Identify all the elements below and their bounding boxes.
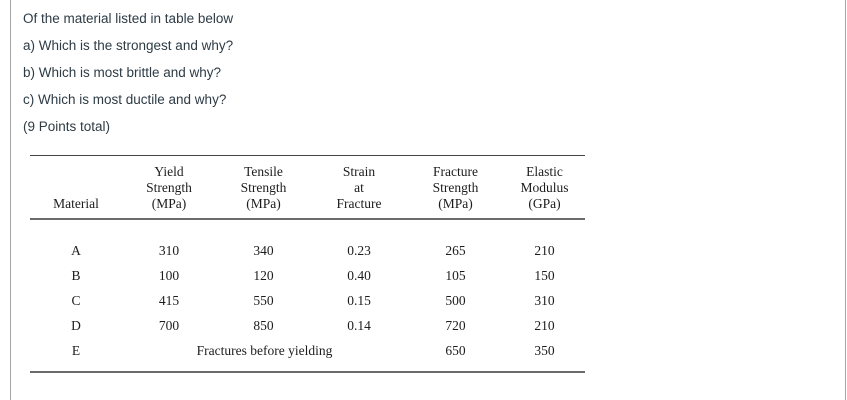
question-part-a: a) Which is the strongest and why?: [23, 38, 234, 53]
question-points: (9 Points total): [23, 119, 111, 134]
cell-yield: 310: [158, 242, 180, 258]
cell-fracture: 265: [445, 242, 466, 258]
header-line: Strength: [240, 179, 287, 195]
header-fracture-strength: Fracture Strength (MPa): [407, 155, 504, 220]
table-header-row: Material Yield Strength (MPa) Tensile St…: [30, 155, 585, 220]
cell-modulus: 210: [534, 317, 555, 333]
header-line: Elastic: [526, 163, 563, 179]
cell-fractures-note: Fractures before yielding: [196, 342, 333, 358]
cell-modulus: 310: [534, 292, 555, 308]
cell-tensile: 850: [253, 317, 274, 333]
cell-tensile: 550: [253, 292, 274, 308]
cell-tensile: 120: [253, 267, 274, 283]
cell-strain: 0.40: [347, 267, 371, 283]
cell-material: D: [71, 317, 81, 333]
cell-modulus: 210: [534, 242, 555, 258]
header-line: (MPa): [151, 195, 187, 211]
table-row-b: B 100 120 0.40 105 150: [30, 263, 585, 288]
header-line: Modulus: [520, 179, 569, 195]
table-row-a: A 310 340 0.23 265 210: [30, 219, 585, 263]
question-intro: Of the material listed in table below: [23, 11, 234, 26]
header-line: at: [354, 179, 364, 195]
header-line: Yield: [154, 163, 184, 179]
cell-strain: 0.14: [347, 317, 371, 333]
header-line: Strength: [432, 179, 479, 195]
header-line: Tensile: [244, 163, 283, 179]
header-strain-at-fracture: Strain at Fracture: [311, 155, 407, 220]
cell-modulus: 350: [534, 342, 555, 358]
header-line: Strength: [146, 179, 192, 195]
cell-tensile: 340: [253, 242, 274, 258]
cell-modulus: 150: [534, 267, 555, 283]
question-part-c: c) Which is most ductile and why?: [23, 92, 227, 107]
header-line: Fracture: [433, 163, 478, 179]
header-material-label: Material: [53, 195, 99, 211]
header-line: (MPa): [246, 195, 281, 211]
table-row-d: D 700 850 0.14 720 210: [30, 313, 585, 338]
question-part-b: b) Which is most brittle and why?: [23, 65, 222, 80]
table-row-c: C 415 550 0.15 500 310: [30, 288, 585, 313]
cell-material: C: [71, 292, 81, 308]
cell-fracture: 650: [445, 342, 466, 358]
header-tensile-strength: Tensile Strength (MPa): [216, 155, 311, 220]
cell-material: B: [71, 267, 81, 283]
content-pane: Of the material listed in table below a)…: [10, 0, 846, 400]
header-yield-strength: Yield Strength (MPa): [122, 155, 216, 220]
cell-fracture: 500: [445, 292, 466, 308]
cell-fracture: 720: [445, 317, 466, 333]
cell-yield: 700: [158, 317, 180, 333]
header-line: Strain: [342, 163, 376, 179]
table-row-e: E Fractures before yielding 650 350: [30, 338, 585, 372]
cell-strain: 0.23: [347, 242, 371, 258]
cell-yield: 415: [158, 292, 180, 308]
header-material: Material: [30, 155, 122, 220]
header-line: (GPa): [528, 195, 561, 211]
cell-material: A: [71, 242, 81, 258]
cell-fracture: 105: [445, 267, 466, 283]
cell-strain: 0.15: [347, 292, 371, 308]
header-line: Fracture: [336, 195, 382, 211]
cell-yield: 100: [158, 267, 180, 283]
header-elastic-modulus: Elastic Modulus (GPa): [504, 155, 585, 220]
question-block: Of the material listed in table below a)…: [23, 11, 845, 135]
cell-material: E: [71, 342, 81, 358]
materials-table: Material Yield Strength (MPa) Tensile St…: [30, 154, 585, 373]
header-line: (MPa): [438, 195, 473, 211]
